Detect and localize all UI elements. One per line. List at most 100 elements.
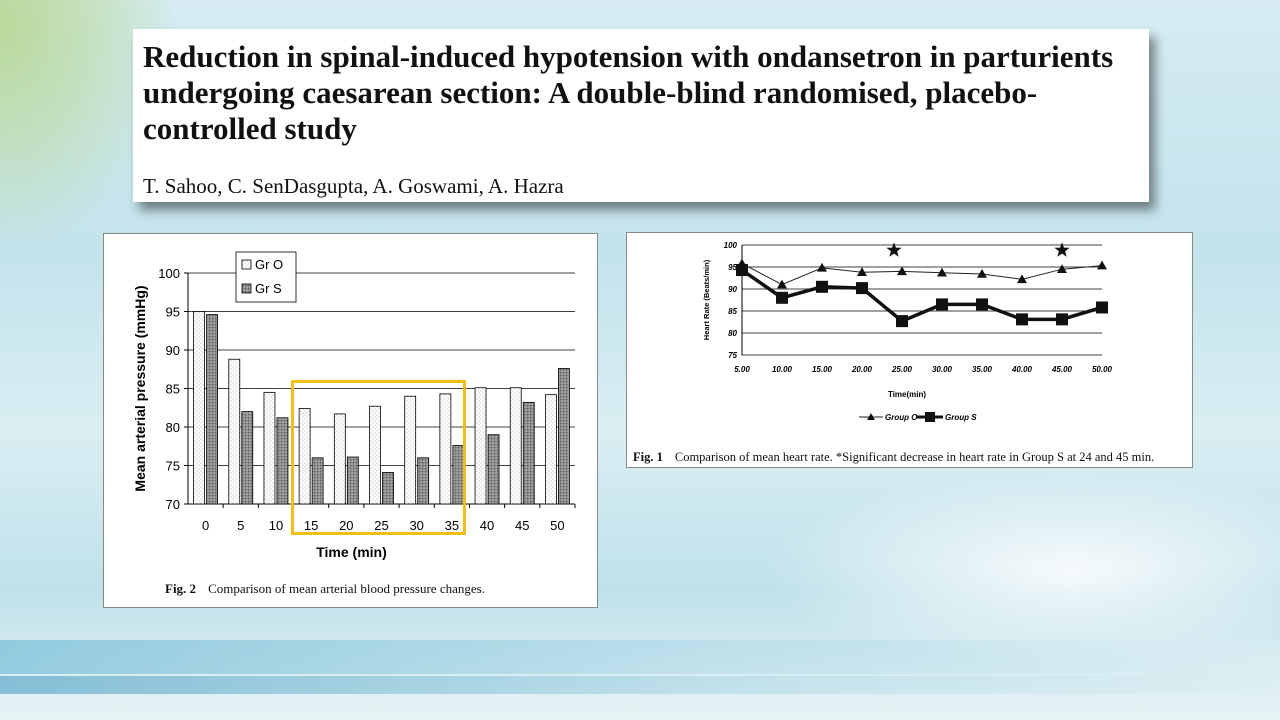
fig1-caption: Fig. 1 Comparison of mean heart rate. *Si… xyxy=(633,450,1154,465)
title-card: Reduction in spinal-induced hypotension … xyxy=(133,29,1149,202)
point-group-s xyxy=(976,298,988,311)
bar-gr-s xyxy=(382,472,394,505)
x-tick-label: 40 xyxy=(480,518,494,533)
x-tick-label: 5 xyxy=(237,518,244,533)
x-tick-label: 5.00 xyxy=(734,365,750,374)
background-light-glow xyxy=(760,470,1280,670)
x-tick-label: 25.00 xyxy=(891,365,913,374)
background-band-dark xyxy=(0,676,1280,694)
point-group-s xyxy=(936,298,948,311)
paper-title: Reduction in spinal-induced hypotension … xyxy=(143,39,1114,146)
y-tick-label: 90 xyxy=(728,285,737,294)
point-group-s xyxy=(856,282,868,295)
fig1-caption-label: Fig. 1 xyxy=(633,450,663,464)
significance-star xyxy=(886,242,902,257)
legend-label: Gr S xyxy=(255,281,282,296)
y-tick-label: 80 xyxy=(728,329,737,338)
point-group-o xyxy=(777,279,787,289)
significance-star xyxy=(1054,242,1070,257)
bar-gr-o xyxy=(193,311,205,505)
legend-label: Group S xyxy=(945,413,977,422)
bar-gr-o xyxy=(474,387,487,505)
point-group-o xyxy=(857,267,867,277)
x-tick-label: 45 xyxy=(515,518,529,533)
x-tick-label: 35 xyxy=(445,518,459,533)
y-tick-label: 95 xyxy=(728,263,737,272)
x-axis-title: Time(min) xyxy=(888,390,926,399)
y-tick-label: 90 xyxy=(166,343,180,358)
x-tick-label: 45.00 xyxy=(1051,365,1073,374)
bar-gr-o xyxy=(228,358,241,505)
point-group-s xyxy=(776,291,788,304)
fig2-caption: Fig. 2 Comparison of mean arterial blood … xyxy=(165,581,485,597)
legend-marker-group-o xyxy=(867,413,875,420)
x-tick-label: 20 xyxy=(339,518,353,533)
x-tick-label: 35.00 xyxy=(972,365,993,374)
point-group-o xyxy=(817,262,827,272)
y-tick-label: 75 xyxy=(166,459,180,474)
x-tick-label: 30 xyxy=(409,518,423,533)
bar-gr-s xyxy=(522,401,535,505)
heart-rate-line-chart: 75 80 85 90 95 100 5.00 10.00 15.00 20.00 25.00 30.… xyxy=(702,241,1113,422)
x-tick-label: 30.00 xyxy=(932,365,953,374)
y-tick-label: 100 xyxy=(724,241,738,250)
y-tick-label: 100 xyxy=(158,266,180,281)
bar-gr-o xyxy=(439,393,452,505)
y-tick-label: 80 xyxy=(166,420,180,435)
point-group-o xyxy=(1057,264,1067,273)
legend-label: Gr O xyxy=(255,257,283,272)
y-tick-label: 95 xyxy=(166,305,180,320)
point-group-s xyxy=(1096,301,1108,314)
fig1-caption-text: Comparison of mean heart rate. *Signific… xyxy=(674,450,1155,464)
bar-gr-s xyxy=(276,417,289,505)
legend-swatch xyxy=(241,283,252,294)
legend-label: Group O xyxy=(885,413,918,422)
background-band xyxy=(0,640,1280,674)
bar-gr-s xyxy=(417,457,430,505)
bar-gr-o xyxy=(333,413,346,505)
point-group-s xyxy=(896,315,908,328)
line-group-s xyxy=(741,268,1103,324)
map-bar-chart-panel: 70 75 80 85 90 95 100 0 5 10 15 20 25 30 35 40 45 50 Time … xyxy=(103,233,598,608)
y-axis-title: Mean arterial pressure (mmHg) xyxy=(132,285,148,491)
point-group-s xyxy=(816,280,828,293)
bar-gr-o xyxy=(545,394,557,505)
point-group-o xyxy=(1017,274,1027,284)
bar-gr-o xyxy=(298,408,311,505)
x-tick-label: 10.00 xyxy=(772,365,793,374)
point-group-o xyxy=(1097,260,1107,270)
point-group-s xyxy=(1056,313,1068,326)
x-tick-label: 15 xyxy=(304,518,318,533)
highlight-box xyxy=(291,380,466,535)
fig2-caption-label: Fig. 2 xyxy=(165,581,197,596)
y-axis-title: Heart Rate (Beats/min) xyxy=(702,259,711,340)
heart-rate-chart-panel: 75 80 85 90 95 100 5.00 10.00 15.00 20.00 25.00 30.… xyxy=(626,232,1193,468)
x-tick-label: 0 xyxy=(202,518,209,533)
bar-gr-o xyxy=(263,391,276,505)
paper-authors: T. Sahoo, C. SenDasgupta, A. Goswami, A.… xyxy=(143,174,564,198)
legend-swatch xyxy=(241,259,252,270)
bar-gr-o xyxy=(509,387,522,505)
bar-gr-o xyxy=(404,395,417,505)
point-group-s xyxy=(1016,313,1028,326)
bar-gr-s xyxy=(346,456,359,505)
y-tick-label: 85 xyxy=(728,307,737,316)
x-tick-label: 25 xyxy=(374,518,388,533)
map-bar-chart: 70 75 80 85 90 95 100 0 5 10 15 20 25 30 35 40 45 50 Time … xyxy=(132,251,576,560)
point-group-o xyxy=(977,269,987,278)
x-tick-label: 20.00 xyxy=(851,365,873,374)
line-group-o xyxy=(741,263,1103,286)
y-tick-label: 75 xyxy=(728,351,737,360)
bar-gr-s xyxy=(487,434,500,505)
bar-gr-o xyxy=(369,405,381,505)
point-group-o xyxy=(897,266,907,276)
y-tick-label: 85 xyxy=(166,382,180,397)
bar-gr-s xyxy=(558,368,570,505)
y-tick-label: 70 xyxy=(166,497,180,512)
legend-marker-group-s xyxy=(925,412,935,422)
bar-gr-s xyxy=(206,314,218,505)
fig2-caption-text: Comparison of mean arterial blood pressu… xyxy=(208,581,485,596)
x-tick-label: 50.00 xyxy=(1092,365,1113,374)
point-group-s xyxy=(736,264,748,277)
x-tick-label: 40.00 xyxy=(1011,365,1033,374)
